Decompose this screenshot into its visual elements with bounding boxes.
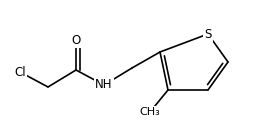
Text: CH₃: CH₃ [140,107,160,117]
Text: Cl: Cl [14,66,26,79]
Text: S: S [204,27,212,40]
Text: NH: NH [95,79,113,92]
Text: O: O [71,33,81,46]
